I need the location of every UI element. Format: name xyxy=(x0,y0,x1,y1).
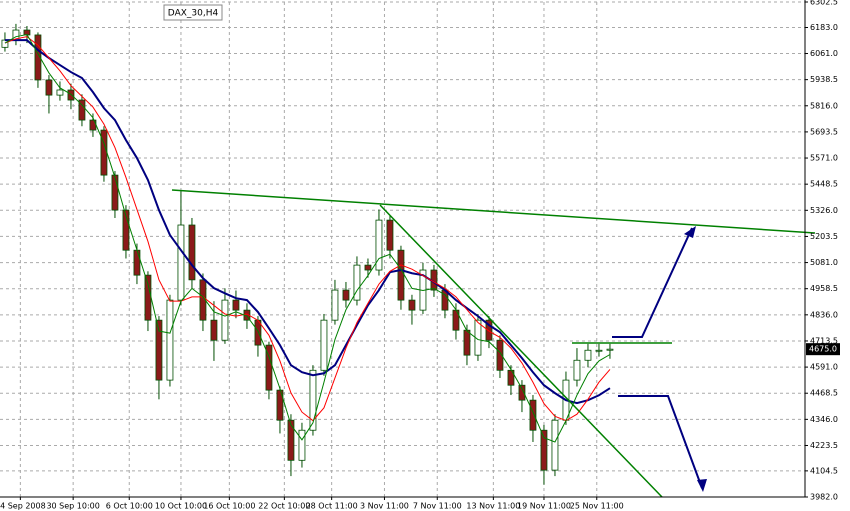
candle-body xyxy=(540,429,548,471)
arrow-down xyxy=(618,395,703,489)
chart-title: DAX_30,H4 xyxy=(168,9,219,19)
candle-body xyxy=(551,419,559,471)
candle-body xyxy=(584,349,592,361)
y-tick-label: 4104.5 xyxy=(810,466,838,475)
candle-body xyxy=(287,419,295,461)
y-tick-label: 5326.0 xyxy=(810,206,838,215)
candle-body xyxy=(320,319,328,371)
y-tick-label: 5571.0 xyxy=(810,154,838,163)
candle-body xyxy=(188,224,196,281)
candle-body xyxy=(518,384,526,401)
candle-body xyxy=(342,289,350,301)
x-tick-label: 24 Sep 2008 xyxy=(0,502,46,511)
candle-body xyxy=(353,264,361,301)
candle-body xyxy=(595,349,603,352)
x-tick-label: 10 Oct 10:00 xyxy=(155,502,207,511)
candle-body xyxy=(573,359,581,381)
y-tick-label: 5938.5 xyxy=(810,75,838,84)
x-tick-label: 16 Oct 10:00 xyxy=(203,502,255,511)
y-tick-label: 4713.5 xyxy=(810,336,838,345)
candle-body xyxy=(111,174,119,211)
x-tick-label: 25 Nov 11:00 xyxy=(570,502,624,511)
x-tick-label: 7 Nov 11:00 xyxy=(413,502,462,511)
candle-body xyxy=(177,224,185,301)
x-tick-label: 6 Oct 10:00 xyxy=(106,502,153,511)
x-tick-label: 22 Oct 10:00 xyxy=(258,502,310,511)
candle-body xyxy=(34,34,42,81)
x-tick-label: 13 Nov 11:00 xyxy=(466,502,520,511)
candle-body xyxy=(166,299,174,381)
y-tick-label: 3982.0 xyxy=(810,493,838,502)
moving-average-line xyxy=(4,36,611,422)
candle-body xyxy=(463,329,471,356)
candle-body xyxy=(408,299,416,311)
candle-body xyxy=(364,264,372,271)
moving-average-line xyxy=(4,39,611,405)
candle-body xyxy=(122,209,130,251)
annotations xyxy=(171,189,816,498)
candle-body xyxy=(386,219,394,251)
x-tick-label: 30 Sep 10:00 xyxy=(46,502,99,511)
arrow-up xyxy=(612,227,693,338)
y-tick-label: 6183.0 xyxy=(810,23,838,32)
candle-body xyxy=(265,344,273,391)
y-tick-label: 5081.0 xyxy=(810,258,838,267)
y-tick-label: 4958.5 xyxy=(810,284,838,293)
candle-body xyxy=(155,319,163,381)
current-price-box xyxy=(806,343,840,356)
moving-average-line xyxy=(4,33,611,443)
y-tick-label: 4223.5 xyxy=(810,441,838,450)
y-tick-label: 5693.5 xyxy=(810,127,838,136)
candle-body xyxy=(496,339,504,371)
candle-body xyxy=(100,129,108,176)
y-tick-label: 6302.5 xyxy=(810,0,838,7)
candle-body xyxy=(397,249,405,301)
candle-body xyxy=(45,79,53,96)
y-tick-label: 4346.0 xyxy=(810,415,838,424)
x-tick-label: 19 Nov 11:00 xyxy=(517,502,571,511)
candle-body xyxy=(199,279,207,321)
candle-body xyxy=(331,289,339,321)
y-tick-label: 5816.0 xyxy=(810,101,838,110)
y-tick-label: 6061.0 xyxy=(810,49,838,58)
candle-body xyxy=(485,319,493,341)
plot xyxy=(1,23,614,485)
x-tick-label: 28 Oct 11:00 xyxy=(306,502,358,511)
x-tick-label: 3 Nov 11:00 xyxy=(360,502,409,511)
candle-body xyxy=(221,299,229,341)
candle-body xyxy=(375,219,383,271)
candle-body xyxy=(78,99,86,121)
arrowhead xyxy=(697,479,707,492)
candle-body xyxy=(232,299,240,311)
candle-body xyxy=(1,39,9,48)
candle-body xyxy=(67,89,75,101)
arrowhead xyxy=(684,226,696,238)
y-tick-label: 4591.0 xyxy=(810,363,838,372)
candle-body xyxy=(309,369,317,431)
current-price-label: 4675.0 xyxy=(809,345,837,354)
candle-body xyxy=(133,249,141,276)
trend-line xyxy=(171,189,816,234)
candle-body xyxy=(529,399,537,431)
trend-line xyxy=(379,204,663,498)
candle-body xyxy=(210,319,218,341)
candle-body xyxy=(606,348,614,351)
candle-body xyxy=(298,429,306,461)
symbol-box xyxy=(163,4,223,21)
y-tick-label: 5448.5 xyxy=(810,180,838,189)
candle-body xyxy=(56,89,64,96)
y-tick-label: 4836.0 xyxy=(810,310,838,319)
candle-body xyxy=(144,274,152,321)
y-tick-label: 4468.5 xyxy=(810,389,838,398)
y-tick-label: 5203.5 xyxy=(810,232,838,241)
